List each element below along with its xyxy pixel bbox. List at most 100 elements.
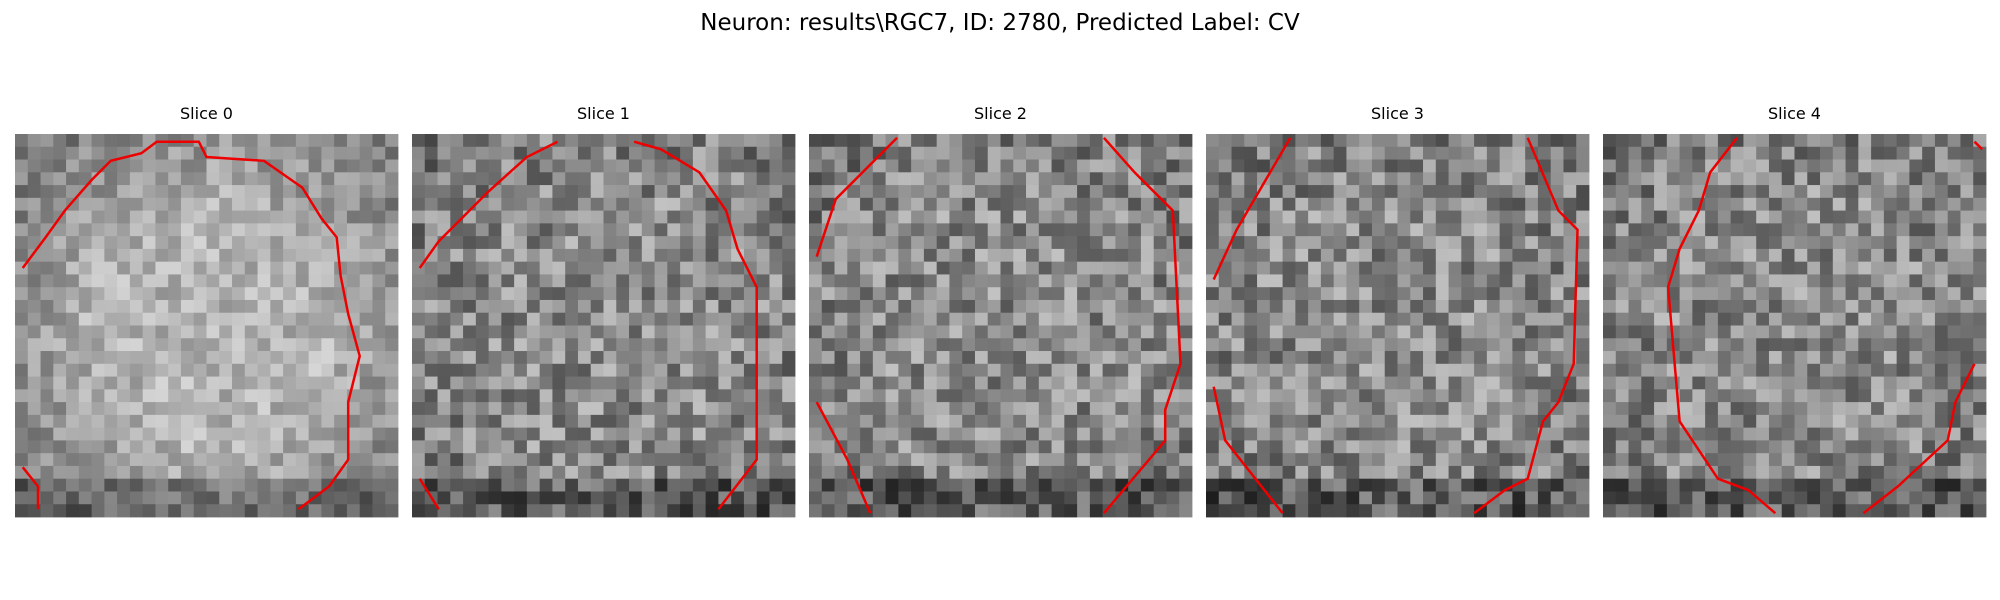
pixel: [168, 197, 182, 211]
pixel: [1000, 453, 1014, 467]
pixel: [155, 312, 169, 326]
pixel: [117, 197, 131, 211]
pixel: [1820, 146, 1834, 160]
pixel: [616, 172, 630, 186]
pixel: [1435, 312, 1449, 326]
pixel: [1934, 491, 1949, 505]
pixel: [1244, 223, 1258, 237]
pixel: [705, 134, 719, 148]
pixel: [270, 223, 284, 237]
pixel: [603, 287, 617, 301]
pixel: [40, 274, 54, 288]
pixel: [821, 478, 835, 492]
pixel: [1102, 299, 1116, 314]
pixel: [1474, 134, 1488, 148]
pixel: [898, 338, 912, 352]
pixel: [334, 223, 348, 237]
pixel: [257, 248, 271, 263]
pixel: [1717, 172, 1732, 186]
pixel: [923, 197, 938, 211]
pixel: [809, 261, 823, 275]
pixel: [78, 197, 92, 211]
pixel: [232, 312, 246, 326]
pixel: [142, 274, 156, 288]
pixel: [1102, 389, 1116, 403]
pixel: [1512, 248, 1526, 263]
pixel: [834, 159, 848, 173]
pixel: [782, 427, 796, 441]
pixel: [1140, 261, 1155, 275]
pixel: [1128, 236, 1142, 250]
pixel: [1474, 363, 1488, 377]
pixel: [295, 402, 310, 416]
pixel: [1423, 159, 1437, 173]
pixel: [283, 440, 297, 454]
pixel: [1883, 299, 1898, 314]
pixel: [257, 210, 271, 224]
pixel: [654, 312, 668, 326]
pixel: [1768, 440, 1783, 454]
pixel: [1973, 325, 1987, 339]
pixel: [1730, 248, 1744, 263]
pixel: [1499, 465, 1513, 480]
pixel: [1435, 414, 1449, 429]
pixel: [1474, 440, 1488, 454]
pixel: [437, 478, 451, 492]
pixel: [629, 299, 643, 314]
pixel: [1308, 287, 1322, 301]
pixel: [1410, 402, 1424, 416]
pixel: [1550, 236, 1564, 250]
pixel: [1218, 453, 1232, 467]
pixel: [1026, 402, 1040, 416]
pixel: [603, 134, 617, 148]
pixel: [1397, 465, 1411, 480]
pixel: [629, 427, 643, 441]
pixel: [847, 236, 861, 250]
pixel: [1000, 210, 1014, 224]
pixel: [1730, 389, 1744, 403]
pixel: [53, 299, 67, 314]
pixel: [1384, 427, 1398, 441]
pixel: [809, 376, 823, 390]
pixel: [1550, 376, 1564, 390]
pixel: [1295, 491, 1309, 505]
pixel: [257, 389, 271, 403]
pixel: [860, 312, 874, 326]
pixel: [603, 389, 617, 403]
pixel: [1858, 478, 1872, 492]
pixel: [1333, 223, 1347, 237]
pixel: [1384, 146, 1398, 160]
pixel: [1115, 248, 1129, 263]
pixel: [962, 351, 976, 365]
pixel: [1166, 325, 1180, 339]
pixel: [1666, 185, 1680, 199]
pixel: [1603, 134, 1617, 148]
pixel: [1960, 146, 1974, 160]
pixel: [898, 197, 912, 211]
pixel: [450, 185, 464, 199]
pixel: [104, 427, 118, 441]
pixel: [1576, 146, 1590, 160]
pixel: [1603, 236, 1617, 250]
pixel: [53, 478, 67, 492]
pixel: [372, 478, 386, 492]
pixel: [1654, 146, 1668, 160]
pixel: [654, 389, 668, 403]
pixel: [1641, 248, 1655, 263]
pixel: [1410, 325, 1424, 339]
pixel: [1743, 351, 1757, 365]
pixel: [565, 376, 579, 390]
pixel: [385, 223, 399, 237]
pixel: [1000, 274, 1014, 288]
pixel: [1896, 223, 1910, 237]
pixel: [1947, 363, 1961, 377]
pixel: [1717, 159, 1732, 173]
pixel: [168, 363, 182, 377]
pixel: [1102, 197, 1116, 211]
pixel: [1474, 491, 1488, 505]
pixel: [1064, 427, 1078, 441]
pixel: [1807, 376, 1821, 390]
pixel: [129, 274, 144, 288]
pixel: [1231, 197, 1245, 211]
pixel: [475, 312, 489, 326]
